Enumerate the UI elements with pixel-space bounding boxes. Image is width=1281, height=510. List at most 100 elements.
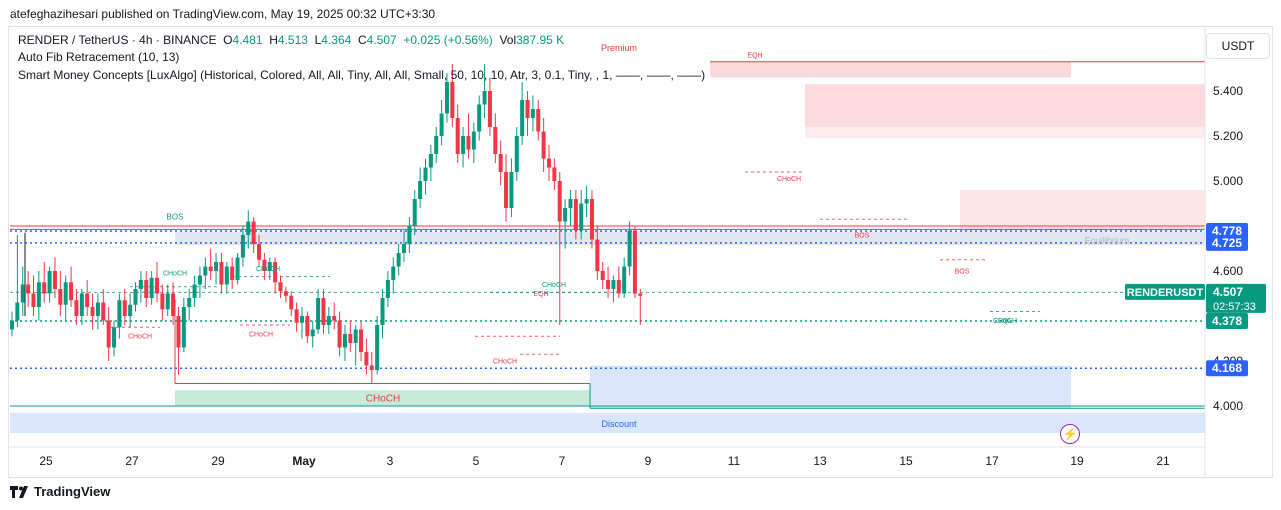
candle-body <box>176 316 181 348</box>
candle-body <box>214 262 219 271</box>
candle-body <box>450 82 455 118</box>
candle-body <box>563 208 568 222</box>
smc-label-choch: CHoCH <box>777 176 801 183</box>
x-tick-label: 25 <box>39 454 53 468</box>
candle-body <box>267 262 272 271</box>
candle-body <box>514 136 519 172</box>
candle-body <box>79 293 84 316</box>
candle-body <box>536 109 541 132</box>
candle-body <box>547 158 551 168</box>
candle-body <box>380 298 385 325</box>
candle-body <box>95 302 100 316</box>
candle-body <box>262 259 267 271</box>
demand-zone <box>590 365 1071 409</box>
bullish-ob-zone <box>175 390 590 406</box>
candle-body <box>31 293 36 307</box>
x-tick-label: 7 <box>559 454 566 468</box>
brand-name: TradingView <box>34 484 111 499</box>
countdown-label: 02:57:33 <box>1213 301 1256 313</box>
high-label: H <box>269 33 278 47</box>
candle-body <box>197 275 202 285</box>
candle-body <box>455 118 460 154</box>
fib-price-tag <box>1206 360 1248 377</box>
candle-body <box>348 334 353 343</box>
candle-body <box>310 329 315 337</box>
candle-body <box>541 131 546 159</box>
fib-price-tag-label: 4.725 <box>1212 236 1242 250</box>
smc-label-bos: BOS <box>167 212 184 221</box>
candle-body <box>289 295 294 310</box>
close-label: C <box>357 33 367 47</box>
candle-body <box>520 100 525 136</box>
candle-body <box>385 280 390 298</box>
candle-body <box>90 307 95 316</box>
candle-body <box>509 172 514 208</box>
candle-body <box>187 298 192 307</box>
candle-body <box>638 293 643 296</box>
fib-price-tag <box>1206 312 1248 329</box>
indicator-smc-legend[interactable]: Smart Money Concepts [LuxAlgo] (Historic… <box>18 68 706 82</box>
candle-body <box>36 282 41 307</box>
candle-body <box>616 280 621 294</box>
candle-body <box>149 277 154 298</box>
candle-body <box>326 316 331 325</box>
candle-body <box>471 131 476 150</box>
volume-label: Vol <box>499 33 517 47</box>
publisher-line: atefeghazihesari published on TradingVie… <box>10 7 436 21</box>
y-tick-label: 4.600 <box>1213 264 1243 278</box>
candle-body <box>611 280 616 289</box>
candle-body <box>171 293 176 316</box>
candle-body <box>579 203 584 231</box>
candle-body <box>428 154 433 168</box>
candle-body <box>52 271 57 289</box>
supply-zone <box>805 84 1205 139</box>
candle-body <box>294 309 299 323</box>
candle-body <box>192 284 197 298</box>
candle-body <box>632 230 637 294</box>
tradingview-logo-icon <box>10 485 28 498</box>
smc-label-choch: CHoCH <box>163 271 187 278</box>
candle-body <box>181 307 186 348</box>
chart-frame <box>8 26 1273 478</box>
candle-body <box>85 293 90 307</box>
x-tick-label: 17 <box>985 454 999 468</box>
low-label: L <box>314 33 322 47</box>
candle-body <box>557 181 562 222</box>
indicator-fib-legend[interactable]: Auto Fib Retracement (10, 13) <box>18 50 180 64</box>
candle-body <box>106 320 111 348</box>
x-tick-label: 15 <box>899 454 913 468</box>
lightning-icon[interactable]: ⚡ <box>1060 424 1080 444</box>
candle-body <box>257 244 262 260</box>
candle-body <box>154 277 159 294</box>
candle-body <box>589 199 594 240</box>
candle-body <box>273 262 278 283</box>
x-tick-label: 27 <box>125 454 139 468</box>
tradingview-brand[interactable]: TradingView <box>10 484 110 499</box>
candle-body <box>133 289 138 305</box>
candle-body <box>251 221 256 244</box>
candle-body <box>305 316 310 337</box>
candle-body <box>498 154 503 172</box>
order-block-bear <box>960 190 1205 231</box>
candle-body <box>138 280 143 289</box>
volume-value: 387.95 K <box>516 33 565 47</box>
candle-body <box>600 271 605 280</box>
smc-label-eql: EQL <box>998 318 1012 325</box>
y-tick-label: 5.200 <box>1213 129 1243 143</box>
candle-body <box>573 199 578 231</box>
smc-label-eqh: EQH <box>747 52 762 59</box>
candle-body <box>160 293 165 310</box>
symbol-title[interactable]: RENDER / TetherUS · 4h · BINANCE <box>18 33 217 47</box>
x-tick-label: 13 <box>813 454 827 468</box>
candle-body <box>584 199 589 204</box>
premium-label: Premium <box>601 43 637 53</box>
candle-body <box>552 167 557 181</box>
candle-body <box>299 316 304 323</box>
candle-body <box>434 136 439 154</box>
x-tick-label: May <box>292 454 316 468</box>
currency-button[interactable]: USDT <box>1206 33 1270 59</box>
candle-body <box>240 235 245 258</box>
candle-body <box>235 257 240 280</box>
y-tick-label: 5.000 <box>1213 174 1243 188</box>
